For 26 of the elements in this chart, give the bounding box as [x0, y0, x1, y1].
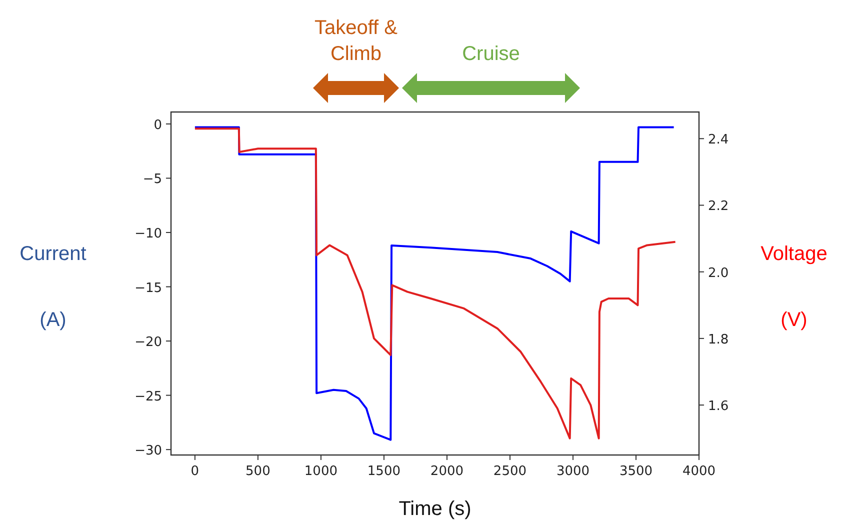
x-tick-label: 500: [246, 464, 270, 479]
y-tick-label: −20: [134, 335, 162, 350]
x-tick-label: 1500: [367, 464, 401, 479]
y2-tick-label: 2.4: [708, 132, 729, 148]
x-tick-label: 3000: [556, 464, 590, 479]
text: Current (A): [20, 243, 86, 331]
text: Cruise: [462, 43, 520, 65]
y-tick-label: −5: [142, 172, 162, 188]
x-tick-label: 3500: [619, 464, 653, 479]
x-tick-label: 1000: [304, 464, 338, 479]
y2-tick-label: 1.6: [708, 399, 729, 414]
y2-tick-label: 2.0: [708, 266, 729, 281]
x-tick-label: 0: [190, 464, 200, 479]
x-tick-label: 2000: [430, 464, 464, 479]
y-tick-label: −10: [134, 226, 162, 242]
y2-tick-label: 1.8: [708, 332, 729, 348]
text: Takeoff & Climb: [314, 17, 398, 65]
y-tick-label: 0: [154, 118, 162, 133]
y-tick-label: −15: [134, 280, 162, 296]
y2-tick-label: 2.2: [708, 199, 729, 214]
x-tick-label: 2500: [493, 464, 527, 479]
x-tick-label: 4000: [682, 464, 716, 479]
x-axis-title: Time (s): [398, 498, 472, 520]
y-tick-label: −30: [134, 444, 162, 459]
y-tick-label: −25: [134, 389, 162, 404]
text: Voltage (V): [760, 243, 828, 331]
